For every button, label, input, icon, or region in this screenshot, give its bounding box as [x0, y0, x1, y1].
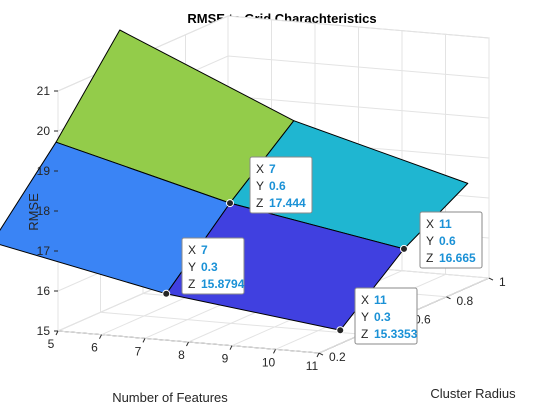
y-axis-label: Cluster Radius	[430, 386, 516, 401]
datatip-z-label: Z	[426, 251, 433, 265]
x-tick-label: 6	[91, 341, 98, 355]
datatip-box	[249, 156, 313, 214]
z-tick-label: 16	[37, 284, 51, 298]
x-tick-mark	[229, 345, 233, 350]
x-tick-label: 11	[306, 359, 319, 373]
x-tick-mark	[99, 334, 102, 339]
z-tick-label: 18	[37, 204, 51, 218]
datatip-x-label: X	[256, 162, 264, 176]
y-tick-label: 1	[499, 275, 506, 289]
datatip-y-value: 0.3	[201, 260, 218, 274]
x-tick-label: 9	[222, 352, 229, 366]
x-tick-label: 5	[48, 337, 55, 351]
y-tick-mark	[446, 296, 451, 300]
datatip-box	[419, 211, 483, 269]
datatip-x-label: X	[426, 217, 434, 231]
datatip-box	[354, 287, 418, 345]
datatip: X 7Y 0.6 Z 17.444	[226, 156, 313, 214]
datatip-y-value: 0.6	[439, 234, 456, 248]
z-tick-label: 19	[37, 164, 51, 178]
x-tick-label: 7	[135, 344, 142, 358]
datatip-y-label: Y	[426, 234, 434, 248]
datatip-marker	[336, 326, 345, 335]
x-axis-label: Number of Features	[112, 390, 228, 405]
y-tick-label: 0.2	[329, 350, 346, 364]
x-tick-mark	[316, 352, 320, 358]
z-tick-label: 15	[37, 324, 51, 338]
datatip-z-value: 15.8794	[201, 277, 245, 291]
datatip-marker	[226, 199, 234, 208]
datatip-y-label: Y	[361, 310, 369, 324]
datatip-marker	[162, 289, 171, 298]
datatip-z-value: 15.3353	[374, 327, 418, 341]
datatip-x-value: 7	[201, 243, 208, 257]
z-tick-label: 17	[37, 244, 51, 258]
datatip-z-label: Z	[256, 196, 263, 210]
z-tick-label: 20	[37, 124, 51, 138]
surface-plot	[0, 29, 469, 331]
datatip-box	[181, 237, 245, 295]
y-tick-mark	[318, 352, 324, 356]
x-tick-mark	[273, 349, 276, 354]
y-tick-label: 0.6	[414, 313, 431, 327]
x-tick-mark	[142, 338, 146, 343]
datatip-y-value: 0.3	[374, 310, 391, 324]
x-tick-label: 8	[178, 348, 185, 362]
datatip-x-value: 11	[439, 217, 452, 231]
x-tick-mark	[55, 330, 59, 336]
x-tick-label: 10	[262, 355, 276, 369]
datatip-z-label: Z	[188, 277, 195, 291]
datatip-y-label: Y	[188, 260, 196, 274]
datatip-marker	[400, 244, 408, 253]
y-tick-label: 0.8	[457, 294, 474, 308]
datatip-x-value: 7	[269, 162, 276, 176]
datatip-z-label: Z	[361, 327, 368, 341]
datatip: X 11 Y 0.3 Z 15.3353	[336, 287, 418, 345]
y-tick-mark	[488, 277, 494, 281]
x-tick-mark	[186, 341, 189, 347]
datatip-x-value: 11	[374, 293, 387, 307]
z-tick-label: 21	[37, 84, 51, 98]
z-axis-label: RMSE	[26, 193, 41, 231]
datatip-y-label: Y	[256, 179, 264, 193]
datatip-y-value: 0.6	[269, 179, 286, 193]
datatip-x-label: X	[188, 243, 196, 257]
datatip: X 11 Y 0.6 Z 16.665	[400, 211, 483, 269]
datatip-x-label: X	[361, 293, 369, 307]
datatip: X 7Y 0.3 Z 15.8794	[162, 237, 245, 298]
datatip-z-value: 17.444	[269, 196, 306, 210]
datatip-z-value: 16.665	[439, 251, 476, 265]
